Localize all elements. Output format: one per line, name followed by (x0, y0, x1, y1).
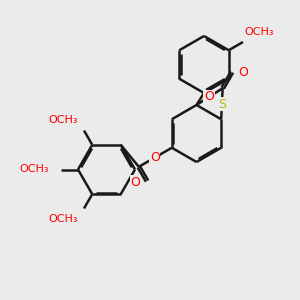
Text: S: S (218, 98, 226, 111)
Text: OCH₃: OCH₃ (48, 115, 78, 124)
Text: O: O (204, 90, 214, 104)
Text: O: O (130, 176, 140, 189)
Text: O: O (150, 151, 160, 164)
Text: O: O (238, 66, 248, 79)
Text: OCH₃: OCH₃ (20, 164, 49, 175)
Text: OCH₃: OCH₃ (48, 214, 78, 224)
Text: OCH₃: OCH₃ (244, 27, 274, 37)
